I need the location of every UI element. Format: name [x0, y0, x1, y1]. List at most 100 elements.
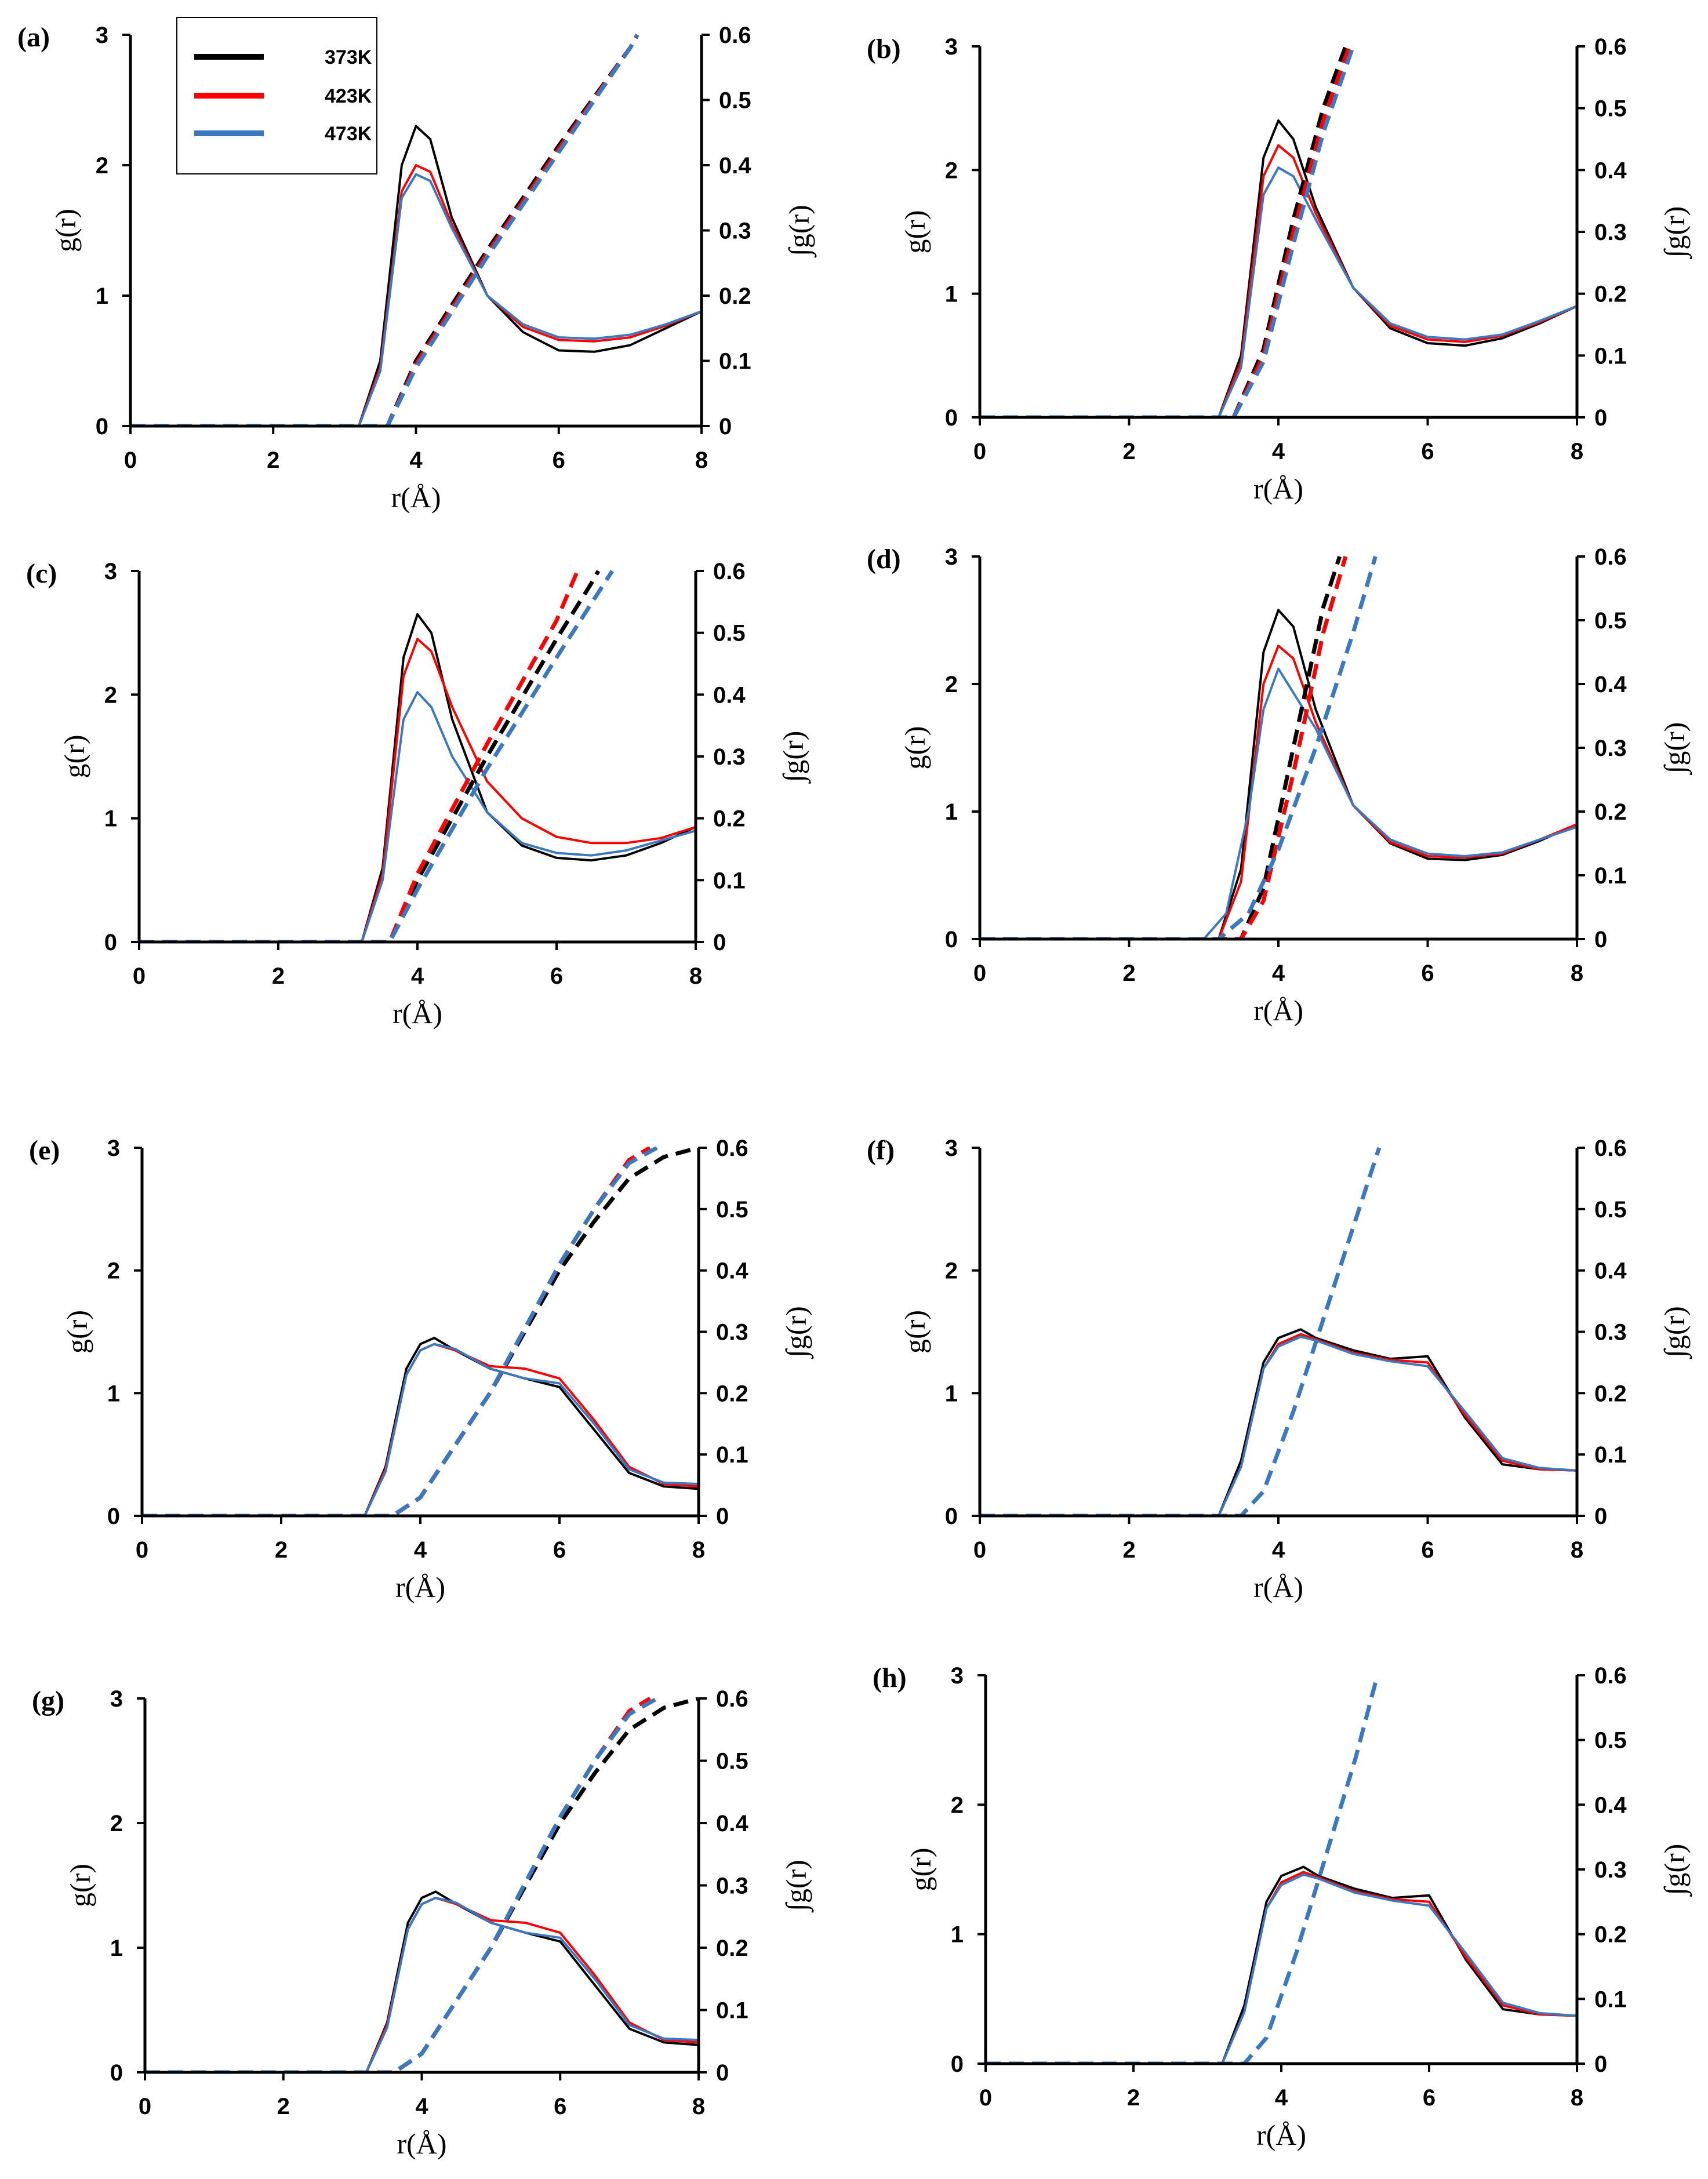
- x-tick-label: 2: [272, 963, 285, 989]
- y-axis-title: g(r): [904, 1848, 937, 1891]
- y-tick-label: 3: [945, 1136, 958, 1161]
- y2-tick-label: 0.6: [719, 23, 751, 48]
- y-tick-label: 0: [945, 927, 958, 952]
- y-axis-title: g(r): [899, 1310, 931, 1354]
- y2-tick-label: 0: [716, 2060, 729, 2086]
- x-tick-label: 6: [550, 963, 563, 989]
- y2-tick-label: 0.5: [1594, 1728, 1627, 1754]
- panel-label: (h): [873, 1663, 907, 1693]
- y2-tick-label: 0.3: [719, 219, 751, 244]
- x-tick-label: 6: [1421, 1537, 1434, 1563]
- x-tick-label: 6: [1423, 2085, 1436, 2111]
- series-473k-integral-line: [980, 1147, 1382, 1516]
- y-axis-title: g(r): [58, 735, 90, 779]
- y2-tick-label: 0.1: [1594, 1987, 1627, 2012]
- x-tick-label: 0: [124, 448, 137, 473]
- y2-tick-label: 0.4: [716, 1258, 748, 1284]
- y-tick-label: 1: [945, 282, 958, 307]
- y2-tick-label: 0.1: [1594, 343, 1627, 369]
- panel-label: (d): [867, 544, 901, 574]
- x-tick-label: 2: [1122, 961, 1135, 986]
- y-tick-label: 2: [945, 672, 958, 697]
- x-tick-label: 8: [692, 1537, 705, 1563]
- series-473k-integral-line: [130, 34, 639, 426]
- y2-axis-title: ∫g(r): [1658, 722, 1692, 776]
- y2-tick-label: 0.1: [1594, 863, 1627, 889]
- y2-tick-label: 0.4: [1594, 158, 1627, 183]
- y2-tick-label: 0.5: [713, 621, 746, 646]
- y2-tick-label: 0.2: [1594, 1381, 1627, 1406]
- series-423k-gr-line: [139, 638, 696, 942]
- y-tick-label: 1: [945, 1381, 958, 1406]
- x-tick-label: 4: [1275, 2085, 1288, 2111]
- x-tick-label: 4: [415, 2094, 428, 2119]
- y2-tick-label: 0: [716, 1504, 729, 1529]
- x-tick-label: 8: [1571, 1537, 1583, 1563]
- y2-tick-label: 0.6: [713, 559, 746, 584]
- series-373k-gr-line: [130, 125, 702, 426]
- y-tick-label: 3: [945, 34, 958, 60]
- y2-tick-label: 0: [719, 414, 732, 439]
- y2-tick-label: 0.3: [716, 1320, 748, 1345]
- y-tick-label: 2: [104, 682, 117, 708]
- y-tick-label: 3: [107, 1136, 120, 1161]
- y2-tick-label: 0.1: [716, 1998, 748, 2024]
- x-axis-title: r(Å): [395, 1571, 445, 1603]
- y2-tick-label: 0.6: [1594, 1136, 1627, 1161]
- y2-axis-title: ∫g(r): [783, 205, 817, 258]
- panel-0-series: [130, 34, 702, 426]
- y2-axis-title: ∫g(r): [1658, 206, 1692, 260]
- y2-tick-label: 0.2: [1594, 799, 1627, 825]
- y-axis-title: g(r): [899, 210, 931, 254]
- x-axis-title: r(Å): [1253, 1571, 1303, 1603]
- y-tick-label: 1: [945, 799, 958, 825]
- y-tick-label: 0: [951, 2051, 964, 2077]
- x-tick-label: 8: [1571, 439, 1583, 464]
- series-373k-integral-line: [139, 570, 601, 942]
- y2-tick-label: 0.2: [716, 1936, 748, 1961]
- y-tick-label: 3: [104, 559, 117, 584]
- y2-axis-title: ∫g(r): [777, 731, 811, 784]
- x-tick-label: 2: [1122, 1537, 1135, 1563]
- panel-label: (c): [26, 558, 57, 589]
- y2-tick-label: 0.4: [1594, 1792, 1627, 1818]
- y-tick-label: 0: [945, 405, 958, 431]
- x-tick-label: 2: [275, 1537, 288, 1563]
- y2-tick-label: 0.5: [716, 1197, 748, 1223]
- y2-tick-label: 0: [1594, 2051, 1607, 2077]
- y2-axis-title: ∫g(r): [1658, 1844, 1692, 1897]
- y2-tick-label: 0.3: [1594, 220, 1627, 245]
- x-tick-label: 4: [1272, 439, 1285, 464]
- x-tick-label: 8: [1571, 961, 1583, 986]
- y2-tick-label: 0: [1594, 1504, 1607, 1529]
- y-tick-label: 2: [107, 1258, 120, 1284]
- legend: 373K 423K 473K: [176, 17, 377, 174]
- series-473k-gr-line: [145, 1897, 699, 2072]
- series-473k-integral-line: [139, 570, 614, 942]
- panel-label: (e): [29, 1135, 60, 1166]
- y2-tick-label: 0.6: [1594, 34, 1627, 60]
- x-tick-label: 4: [414, 1537, 427, 1563]
- x-tick-label: 8: [692, 2094, 705, 2119]
- series-373k-integral-line: [980, 555, 1342, 939]
- x-tick-label: 0: [973, 1537, 986, 1563]
- series-473k-integral-line: [142, 1147, 658, 1516]
- series-473k-gr-line: [980, 1336, 1577, 1516]
- panel-3-series: [980, 555, 1577, 939]
- y2-tick-label: 0.5: [719, 88, 751, 114]
- series-423k-gr-line: [980, 645, 1577, 939]
- x-tick-label: 8: [1571, 2085, 1583, 2111]
- legend-label-423k: 423K: [325, 85, 372, 107]
- y-axis-title: g(r): [49, 209, 82, 252]
- y-axis-title: g(r): [64, 1864, 96, 1907]
- y2-tick-label: 0.2: [1594, 282, 1627, 307]
- y-tick-label: 2: [96, 153, 108, 179]
- x-tick-label: 0: [973, 961, 986, 986]
- x-tick-label: 2: [1122, 439, 1135, 464]
- y-tick-label: 1: [104, 806, 117, 832]
